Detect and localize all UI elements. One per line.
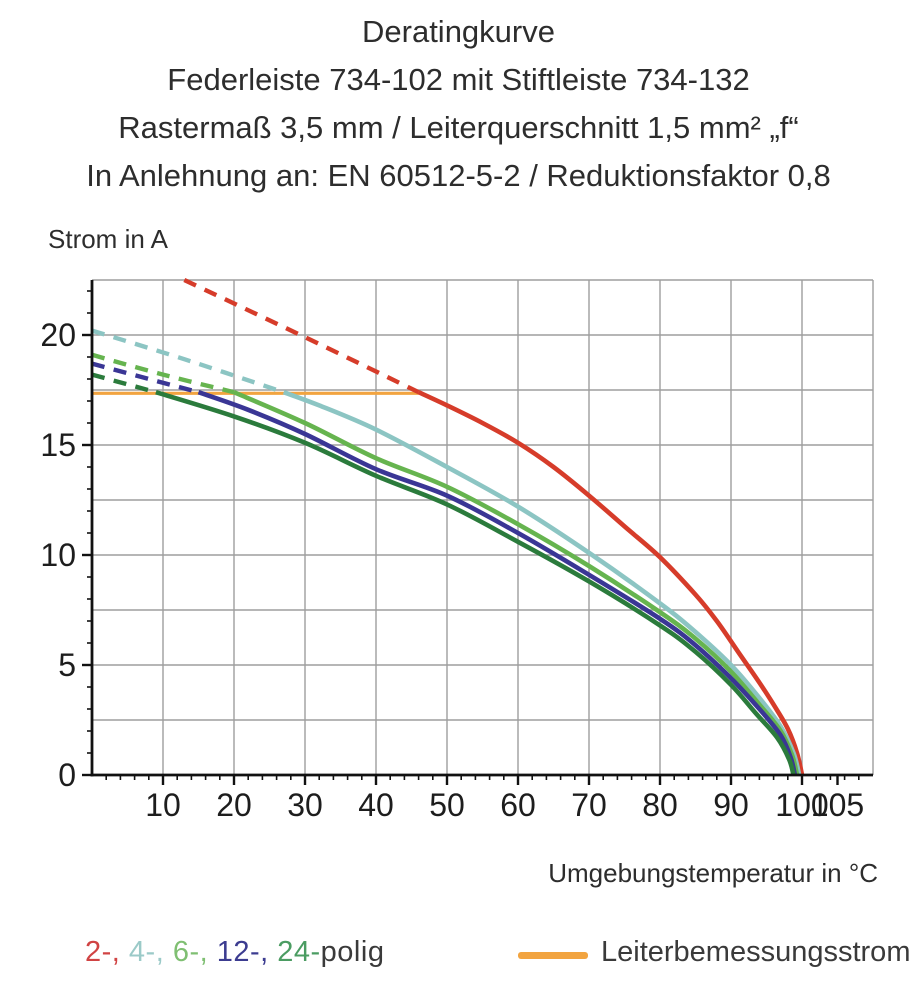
x-axis-label: Umgebungstemperatur in °C — [548, 858, 878, 888]
x-tick-label: 50 — [429, 787, 465, 823]
legend-pole-segment: 6-, — [172, 936, 217, 968]
curve-4-polig-dashed — [91, 328, 285, 395]
rated-current-line-swatch — [518, 952, 588, 959]
curve-6-polig-dashed — [91, 352, 235, 395]
x-tick-label: 90 — [713, 787, 749, 823]
x-tick-label: 60 — [500, 787, 536, 823]
legend-pole-segment: polig — [320, 936, 385, 968]
x-tick-label: 10 — [145, 787, 181, 823]
rated-current-legend-label: Leiterbemessungsstrom — [601, 936, 911, 968]
chart-subtitle-specs: Rastermaß 3,5 mm / Leiterquerschnitt 1,5… — [118, 110, 799, 145]
curve-2-polig-solid — [417, 390, 805, 776]
legend-pole-segment: 24- — [277, 936, 321, 968]
chart-subtitle-products: Federleiste 734-102 mit Stiftleiste 734-… — [167, 62, 750, 97]
x-tick-label: 105 — [811, 787, 864, 823]
y-tick-label: 5 — [58, 647, 76, 683]
curve-6-polig-solid — [233, 390, 800, 776]
chart-title: Deratingkurve — [362, 14, 555, 49]
x-tick-label: 20 — [216, 787, 252, 823]
chart-title-block: Deratingkurve Federleiste 734-102 mit St… — [0, 8, 917, 200]
legend-pole-segment: 4-, — [128, 936, 173, 968]
curve-4-polig-solid — [282, 390, 802, 776]
curve-24-polig-solid — [155, 390, 796, 776]
y-tick-label: 0 — [58, 757, 76, 793]
y-tick-label: 20 — [40, 317, 76, 353]
y-tick-label: 10 — [40, 537, 76, 573]
x-tick-label: 40 — [358, 787, 394, 823]
legend-poles: 2-, 4-, 6-, 12-, 24-polig — [85, 936, 384, 969]
curve-12-polig-dashed — [91, 361, 200, 395]
curve-24-polig-dashed — [91, 372, 157, 395]
curve-2-polig-dashed — [183, 278, 420, 395]
x-tick-label: 100 — [775, 787, 828, 823]
x-tick-label: 30 — [287, 787, 323, 823]
chart-subtitle-standard: In Anlehnung an: EN 60512-5-2 / Reduktio… — [86, 158, 831, 193]
x-tick-label: 70 — [571, 787, 607, 823]
curve-12-polig-solid — [197, 390, 798, 776]
legend-pole-segment: 12-, — [216, 936, 278, 968]
x-tick-label: 80 — [642, 787, 678, 823]
y-tick-label: 15 — [40, 427, 76, 463]
y-axis-label: Strom in A — [48, 224, 168, 254]
legend-pole-segment: 2-, — [85, 936, 129, 968]
